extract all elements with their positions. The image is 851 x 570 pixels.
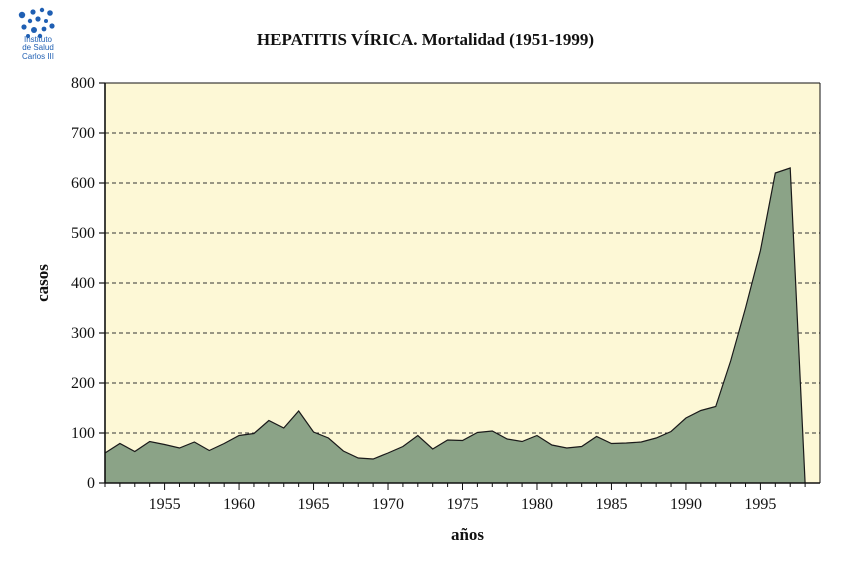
y-tick-label: 800 xyxy=(71,75,95,92)
x-tick-label: 1975 xyxy=(447,496,479,513)
logo-line: Carlos III xyxy=(21,51,54,61)
y-tick-label: 600 xyxy=(71,175,95,192)
x-tick-label: 1955 xyxy=(149,496,181,513)
y-tick-label: 100 xyxy=(71,425,95,442)
y-tick-label: 700 xyxy=(71,125,95,142)
y-axis: 0 100 200 300 400 500 600 700 800 xyxy=(71,75,105,492)
x-axis-label: años xyxy=(451,525,484,544)
x-axis: 1955 1960 1965 1970 1975 1980 1985 1990 1995 xyxy=(104,483,806,513)
gridlines xyxy=(105,132,820,434)
y-tick-label: 0 xyxy=(87,475,95,492)
x-tick-label: 1980 xyxy=(521,496,553,513)
logo xyxy=(8,6,68,64)
x-tick-label: 1995 xyxy=(744,496,776,513)
x-tick-label: 1970 xyxy=(372,496,404,513)
logo-text: Instituto de Salud Carlos III xyxy=(10,35,66,61)
y-tick-label: 300 xyxy=(71,325,95,342)
y-axis-label: casos xyxy=(33,264,52,302)
isc-logo-mark xyxy=(18,7,55,39)
x-tick-label: 1960 xyxy=(223,496,255,513)
y-tick-label: 400 xyxy=(71,275,95,292)
series-line xyxy=(104,167,806,484)
logo-line: de Salud xyxy=(22,43,54,53)
x-tick-label: 1965 xyxy=(298,496,330,513)
y-tick-label: 500 xyxy=(71,225,95,242)
x-tick-label: 1990 xyxy=(670,496,702,513)
chart-title: HEPATITIS VÍRICA. Mortalidad (1951-1999) xyxy=(256,30,595,49)
y-tick-label: 200 xyxy=(71,375,95,392)
x-tick-label: 1985 xyxy=(595,496,627,513)
logo-line: Instituto xyxy=(23,35,52,44)
series-area xyxy=(105,168,806,483)
